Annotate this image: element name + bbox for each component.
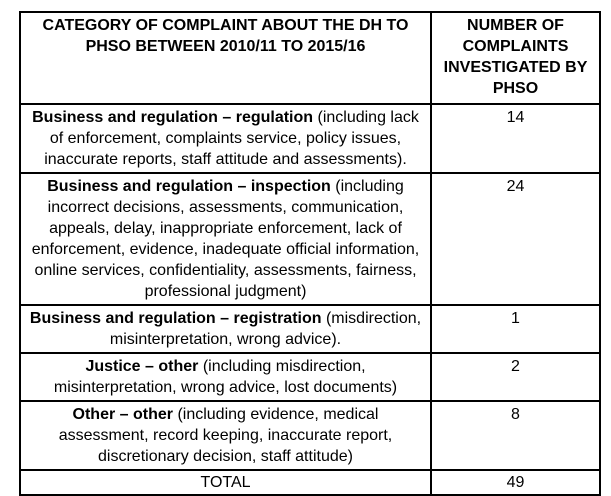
- complaints-count: 24: [430, 172, 601, 306]
- category-cell: Business and regulation – registration (…: [19, 304, 432, 354]
- category-detail: (including evidence, medical assessment,…: [58, 406, 393, 465]
- complaints-table: CATEGORY OF COMPLAINT ABOUT THE DH TO PH…: [19, 11, 601, 496]
- category-detail: (including incorrect decisions, assessme…: [31, 178, 420, 300]
- complaints-count: 1: [430, 304, 601, 354]
- category-name: Justice – other: [85, 358, 199, 375]
- category-cell: Other – other (including evidence, medic…: [19, 400, 432, 471]
- table-row-regulation: Business and regulation – regulation (in…: [19, 103, 601, 174]
- table-row-inspection: Business and regulation – inspection (in…: [19, 172, 601, 306]
- category-detail: (including lack of enforcement, complain…: [44, 109, 419, 168]
- complaints-table-container: CATEGORY OF COMPLAINT ABOUT THE DH TO PH…: [19, 11, 601, 496]
- category-detail: (misdirection, misinterpretation, wrong …: [109, 310, 422, 348]
- category-detail: (including misdirection, misinterpretati…: [53, 358, 398, 396]
- table-row-justice-other: Justice – other (including misdirection,…: [19, 352, 601, 402]
- category-name: Other – other: [72, 406, 173, 423]
- category-name: Business and regulation – inspection: [47, 178, 331, 195]
- category-cell: Business and regulation – inspection (in…: [19, 172, 432, 306]
- category-name: Business and regulation – registration: [29, 310, 322, 327]
- table-row-registration: Business and regulation – registration (…: [19, 304, 601, 354]
- total-row: TOTAL 49: [19, 469, 601, 496]
- number-column-header: NUMBER OF COMPLAINTS INVESTIGATED BY PHS…: [430, 11, 601, 105]
- total-count: 49: [430, 469, 601, 496]
- total-label: TOTAL: [19, 469, 432, 496]
- complaints-count: 8: [430, 400, 601, 471]
- complaints-count: 14: [430, 103, 601, 174]
- complaints-count: 2: [430, 352, 601, 402]
- category-column-header: CATEGORY OF COMPLAINT ABOUT THE DH TO PH…: [19, 11, 432, 105]
- category-name: Business and regulation – regulation: [32, 109, 314, 126]
- table-row-other-other: Other – other (including evidence, medic…: [19, 400, 601, 471]
- header-row: CATEGORY OF COMPLAINT ABOUT THE DH TO PH…: [19, 11, 601, 105]
- category-cell: Business and regulation – regulation (in…: [19, 103, 432, 174]
- category-cell: Justice – other (including misdirection,…: [19, 352, 432, 402]
